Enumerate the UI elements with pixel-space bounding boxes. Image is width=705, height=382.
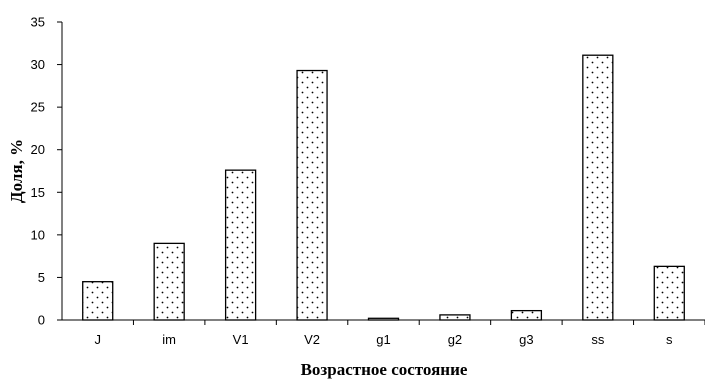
x-tick-label: ss [591,332,605,347]
y-tick-label: 10 [31,227,45,242]
y-tick-label: 15 [31,185,45,200]
x-tick-label: g3 [519,332,533,347]
y-tick-label: 20 [31,142,45,157]
x-tick-label: J [94,332,101,347]
bar-im [153,242,185,321]
bar-g3 [510,309,543,321]
bar-v1 [224,169,257,321]
y-tick-label: 5 [38,270,45,285]
x-axis-title: Возрастное состояние [301,360,468,379]
x-tick-label: g2 [448,332,462,347]
bar-j [82,281,114,321]
bar-v2 [296,69,328,321]
y-axis-ticks: 0 5 10 15 20 25 30 35 [31,15,62,328]
x-tick-label: g1 [376,332,390,347]
x-tick-label: V2 [304,332,320,347]
bar-g2 [439,314,471,321]
y-tick-label: 35 [31,15,45,30]
bars [82,54,685,321]
y-tick-label: 0 [38,313,45,328]
x-tick-label: s [666,332,673,347]
bar-s [653,265,685,321]
x-tick-label: im [162,332,176,347]
y-axis-title: Доля, % [7,139,26,203]
x-tick-label: V1 [233,332,249,347]
bar-ss [582,54,614,321]
y-tick-label: 25 [31,100,45,115]
y-tick-label: 30 [31,57,45,72]
